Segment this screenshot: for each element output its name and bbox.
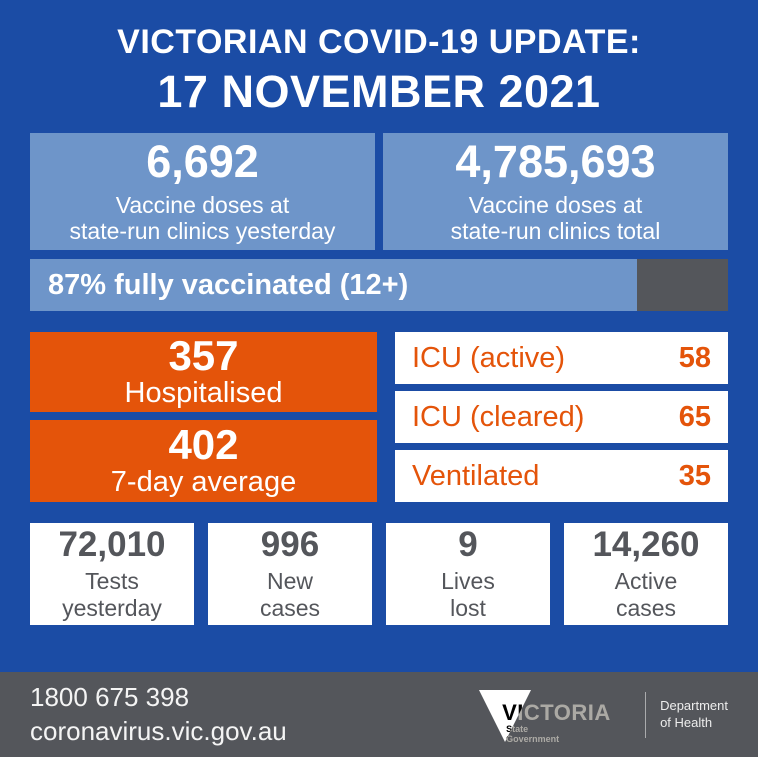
lives-lost-value: 9 (458, 525, 478, 565)
government-branding: VICTORIA State Government Department of … (479, 684, 728, 746)
ventilated-row: Ventilated 35 (395, 450, 728, 502)
vaccination-bar-fill: 87% fully vaccinated (12+) (30, 259, 638, 311)
new-cases-label: New cases (259, 567, 321, 621)
page-title-date: 17 NOVEMBER 2021 (157, 66, 601, 117)
active-cases-value: 14,260 (592, 525, 700, 565)
vaccine-doses-yesterday-card: 6,692 Vaccine doses at state-run clinics… (30, 133, 375, 250)
icu-active-label: ICU (active) (412, 341, 566, 374)
page-title-line1: VICTORIAN COVID-19 UPDATE: (117, 23, 641, 61)
vaccine-doses-total-label: Vaccine doses at state-run clinics total (450, 191, 661, 245)
footer: 1800 675 398 coronavirus.vic.gov.au VICT… (0, 672, 758, 757)
active-cases-card: 14,260 Active cases (564, 523, 728, 625)
content: 6,692 Vaccine doses at state-run clinics… (0, 133, 758, 625)
active-cases-label: Active cases (614, 567, 678, 621)
victoria-logo-text: VICTORIA (502, 699, 611, 725)
hospitalised-card: 357 Hospitalised (30, 332, 377, 412)
vaccination-bar-label: 87% fully vaccinated (12+) (48, 268, 409, 301)
new-cases-card: 996 New cases (208, 523, 372, 625)
vaccine-doses-total-value: 4,785,693 (455, 136, 656, 188)
vaccination-progress-bar: 87% fully vaccinated (12+) (30, 259, 728, 311)
tests-yesterday-value: 72,010 (58, 525, 166, 565)
seven-day-average-label: 7-day average (110, 466, 297, 499)
hospitalisation-section: 357 Hospitalised 402 7-day average ICU (… (30, 332, 728, 502)
phone-number: 1800 675 398 (30, 681, 190, 712)
contact-info: 1800 675 398 coronavirus.vic.gov.au (30, 681, 287, 749)
hospitalised-label: Hospitalised (124, 377, 283, 410)
lives-lost-card: 9 Lives lost (386, 523, 550, 625)
icu-column: ICU (active) 58 ICU (cleared) 65 Ventila… (395, 332, 728, 502)
ventilated-label: Ventilated (412, 459, 540, 492)
hospitalised-column: 357 Hospitalised 402 7-day average (30, 332, 377, 502)
department-of-health-text: Department of Health (660, 697, 728, 730)
daily-stats-row: 72,010 Tests yesterday 996 New cases 9 L… (30, 523, 728, 625)
victoria-state-government-logo: VICTORIA State Government (479, 684, 641, 746)
new-cases-value: 996 (260, 525, 320, 565)
divider (645, 691, 647, 738)
hospitalised-value: 357 (168, 332, 239, 379)
icu-cleared-value: 65 (678, 400, 711, 433)
icu-active-row: ICU (active) 58 (395, 332, 728, 384)
vaccine-doses-total-card: 4,785,693 Vaccine doses at state-run cli… (383, 133, 728, 250)
lives-lost-label: Lives lost (441, 567, 495, 621)
vaccine-doses-yesterday-label: Vaccine doses at state-run clinics yeste… (69, 191, 336, 245)
icu-cleared-row: ICU (cleared) 65 (395, 391, 728, 443)
victoria-triangle-icon (479, 689, 532, 742)
vaccine-doses-row: 6,692 Vaccine doses at state-run clinics… (30, 133, 728, 250)
tests-yesterday-card: 72,010 Tests yesterday (30, 523, 194, 625)
seven-day-average-card: 402 7-day average (30, 420, 377, 502)
icu-active-value: 58 (678, 341, 711, 374)
state-government-text: State Government (506, 723, 560, 745)
ventilated-value: 35 (678, 459, 711, 492)
tests-yesterday-label: Tests yesterday (62, 567, 162, 621)
header: VICTORIAN COVID-19 UPDATE: 17 NOVEMBER 2… (0, 0, 758, 133)
vaccine-doses-yesterday-value: 6,692 (146, 136, 259, 188)
website-url: coronavirus.vic.gov.au (30, 715, 287, 746)
icu-cleared-label: ICU (cleared) (412, 400, 585, 433)
seven-day-average-value: 402 (168, 421, 239, 468)
